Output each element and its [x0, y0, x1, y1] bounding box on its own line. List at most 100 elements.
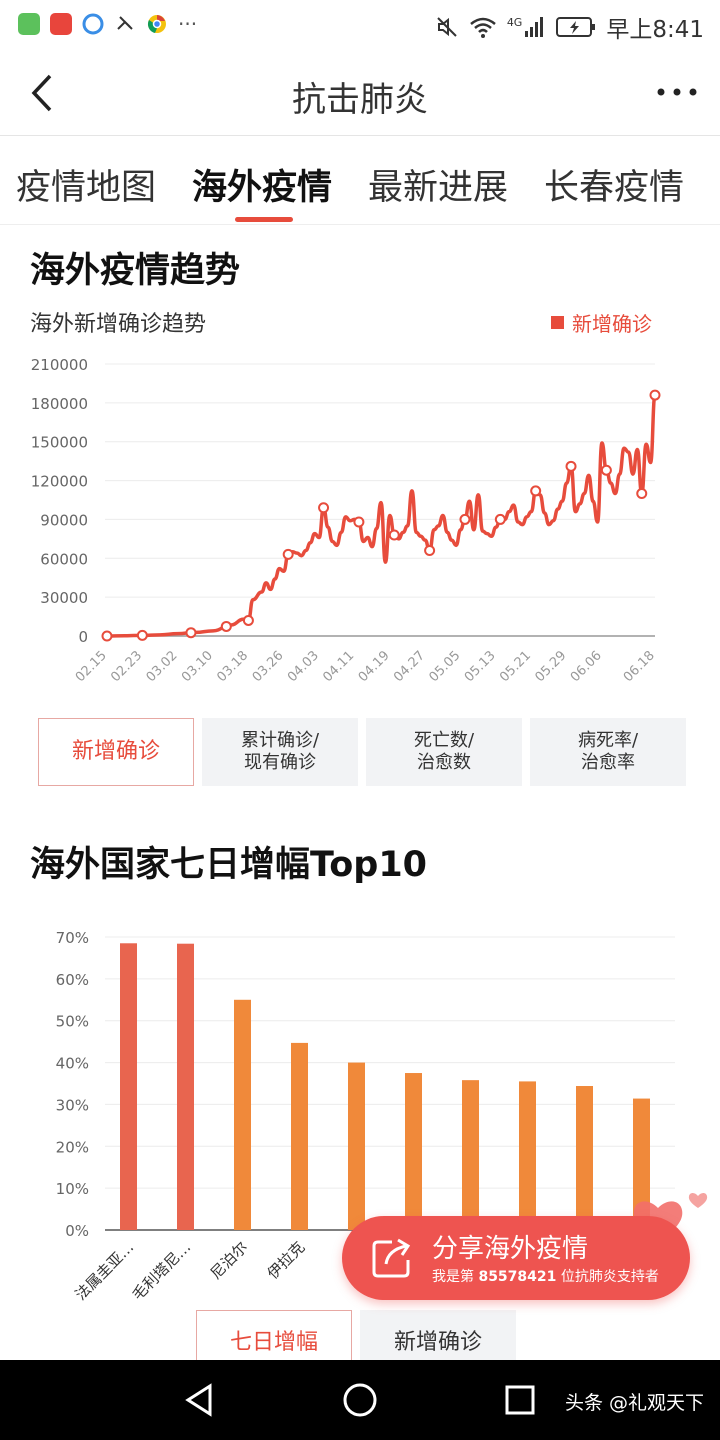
- y-tick-label: 120000: [31, 473, 88, 491]
- browser-icon: [82, 13, 104, 35]
- series-line-new-confirmed: [106, 393, 657, 638]
- trend-section-title: 海外疫情趋势: [30, 251, 241, 291]
- metric-new-confirmed-button[interactable]: 新增确诊: [38, 718, 194, 786]
- back-arrow-icon[interactable]: [22, 68, 66, 118]
- data-point-marker: [600, 464, 612, 476]
- data-point-marker: [101, 630, 113, 642]
- x-tick-label: 05.13: [462, 648, 499, 685]
- metric-label: 死亡数/: [413, 730, 475, 751]
- y-tick-label: 0%: [65, 1222, 89, 1240]
- metric-label: 累计确诊/: [240, 730, 320, 751]
- y-tick-label: 10%: [56, 1180, 89, 1198]
- x-tick-label: 05.05: [426, 648, 463, 685]
- share-banner[interactable]: 分享海外疫情 我是第 85578421 位抗肺炎支持者: [342, 1216, 690, 1300]
- y-tick-label: 90000: [40, 511, 88, 529]
- y-tick-label: 210000: [31, 356, 88, 374]
- y-tick-label: 60%: [56, 971, 89, 989]
- bar: [405, 1073, 422, 1230]
- data-point-marker: [136, 629, 148, 641]
- bar-category-label: 毛利塔尼…: [129, 1238, 195, 1304]
- data-point-marker: [318, 502, 330, 514]
- status-bar: ··· 4G 早上8:41: [0, 0, 720, 50]
- x-tick-label: 06.06: [568, 648, 605, 685]
- tab-overseas[interactable]: 海外疫情: [192, 168, 333, 208]
- y-tick-label: 40%: [56, 1055, 89, 1073]
- y-tick-label: 60000: [40, 550, 88, 568]
- share-sub-prefix: 我是第: [432, 1269, 479, 1285]
- x-tick-label: 03.26: [250, 648, 287, 685]
- x-tick-label: 05.29: [533, 648, 570, 685]
- mute-icon: [437, 17, 457, 37]
- y-tick-label: 30000: [40, 589, 88, 607]
- y-tick-label: 30%: [56, 1096, 89, 1114]
- trend-legend[interactable]: 新增确诊: [551, 308, 652, 337]
- green-app-icon: [18, 13, 40, 35]
- data-point-marker: [388, 529, 400, 541]
- metric-label: 新增确诊: [71, 739, 160, 764]
- supporter-number: 85578421: [478, 1269, 557, 1285]
- nav-back-triangle-icon[interactable]: [180, 1380, 220, 1420]
- bar: [177, 943, 194, 1230]
- x-tick-label: 06.18: [621, 648, 658, 685]
- data-point-marker: [530, 485, 542, 497]
- metric-cumulative-button[interactable]: 累计确诊/现有确诊: [202, 718, 358, 786]
- status-more-icon: ···: [178, 12, 198, 36]
- data-point-marker: [242, 614, 254, 626]
- y-tick-label: 50%: [56, 1013, 89, 1031]
- nav-recents-square-icon[interactable]: [500, 1380, 540, 1420]
- more-options-icon[interactable]: [652, 72, 702, 112]
- nav-bar: 抗击肺炎: [0, 50, 720, 136]
- network-type-label: 4G: [506, 15, 523, 29]
- wifi-icon: [470, 17, 496, 38]
- nav-home-circle-icon[interactable]: [340, 1380, 380, 1420]
- active-tab-indicator: [235, 217, 293, 222]
- bar: [462, 1080, 479, 1230]
- metric-rates-button[interactable]: 病死率/治愈率: [530, 718, 686, 786]
- bar: [120, 943, 137, 1230]
- x-tick-label: 03.10: [179, 648, 216, 685]
- chrome-icon: [147, 15, 166, 33]
- metric-switcher: 新增确诊 累计确诊/现有确诊 死亡数/治愈数 病死率/治愈率: [38, 718, 686, 786]
- tab-changchun[interactable]: 长春疫情: [544, 168, 685, 208]
- data-point-marker: [494, 513, 506, 525]
- tab-epidemic-map[interactable]: 疫情地图: [16, 168, 157, 208]
- battery-icon: [556, 17, 596, 37]
- metric-label: 治愈率: [580, 752, 635, 773]
- y-tick-label: 150000: [31, 434, 88, 452]
- top10-section-title: 海外国家七日增幅Top10: [30, 845, 428, 885]
- data-point-marker: [282, 548, 294, 560]
- x-tick-label: 04.11: [320, 648, 357, 685]
- bar-category-label: 伊拉克: [264, 1238, 309, 1283]
- bar: [291, 1042, 308, 1230]
- trend-chart-subtitle: 海外新增确诊趋势: [30, 312, 207, 337]
- tab-latest-progress[interactable]: 最新进展: [368, 168, 509, 208]
- page-title: 抗击肺炎: [292, 80, 428, 120]
- share-icon: [372, 1238, 411, 1278]
- metric-label: 治愈数: [416, 752, 471, 773]
- bar: [234, 999, 251, 1230]
- share-title: 分享海外疫情: [432, 1234, 589, 1264]
- x-tick-label: 03.18: [214, 648, 251, 685]
- toutiao-icon: [50, 13, 72, 35]
- y-tick-label: 0: [78, 628, 88, 646]
- y-tick-label: 20%: [56, 1138, 89, 1156]
- data-point-marker: [459, 513, 471, 525]
- trend-line-chart: 0 30000 60000 90000 120000 150000 180000 210000…: [31, 356, 661, 685]
- metric-deaths-button[interactable]: 死亡数/治愈数: [366, 718, 522, 786]
- bar-category-label: 法属圭亚…: [72, 1238, 138, 1304]
- bar: [633, 1098, 650, 1230]
- y-tick-label: 70%: [56, 929, 89, 947]
- x-tick-label: 02.15: [73, 648, 110, 685]
- watermark-label: 头条 @礼观天下: [564, 1392, 704, 1414]
- data-point-marker: [220, 620, 232, 632]
- y-tick-label: 180000: [31, 395, 88, 413]
- x-tick-label: 04.19: [356, 648, 393, 685]
- data-point-marker: [424, 545, 436, 557]
- system-nav-bar: 头条 @礼观天下: [0, 1360, 720, 1440]
- share-subtitle: 我是第 85578421 位抗肺炎支持者: [432, 1266, 659, 1286]
- share-sub-suffix: 位抗肺炎支持者: [556, 1269, 659, 1285]
- status-indicators: 4G 早上8:41: [435, 10, 704, 44]
- bar: [519, 1081, 536, 1230]
- tab-bar: 疫情地图 海外疫情 最新进展 长春疫情: [0, 137, 720, 225]
